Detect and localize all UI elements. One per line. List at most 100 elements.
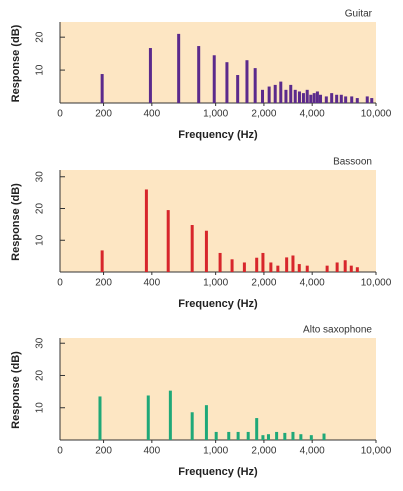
bar	[190, 412, 194, 440]
x-tick-label: 1,000	[203, 109, 228, 120]
bar	[246, 431, 250, 440]
bar	[197, 46, 201, 103]
bar	[266, 434, 270, 440]
bar	[355, 267, 359, 272]
bar	[285, 257, 289, 272]
bar	[291, 255, 295, 272]
bar	[253, 68, 257, 103]
bar	[319, 94, 323, 103]
bar	[236, 431, 240, 440]
y-axis-label: Response (dB)	[10, 24, 22, 102]
bar	[299, 434, 303, 440]
x-axis-label: Frequency (Hz)	[178, 298, 258, 310]
x-tick-label: 400	[143, 446, 160, 457]
bar	[177, 33, 181, 103]
bar	[236, 75, 240, 103]
bar	[350, 96, 354, 103]
panel-title: Guitar	[345, 9, 373, 20]
bar	[255, 418, 259, 440]
bar	[289, 84, 293, 103]
bar	[315, 91, 319, 103]
x-tick-label: 200	[95, 278, 112, 289]
bar	[355, 98, 359, 103]
bar	[261, 89, 265, 103]
bar	[275, 431, 279, 440]
bar	[370, 98, 374, 103]
y-tick-label: 30	[35, 337, 46, 349]
x-tick-label: 4,000	[300, 278, 325, 289]
panel-title: Alto saxophone	[303, 325, 372, 336]
bar	[269, 262, 273, 272]
bar	[276, 265, 280, 272]
x-tick-label: 400	[143, 278, 160, 289]
x-tick-label: 1,000	[203, 446, 228, 457]
x-tick-label: 10,000	[361, 446, 392, 457]
x-tick-label: 200	[95, 446, 112, 457]
bar	[330, 93, 334, 103]
bar	[284, 89, 288, 103]
x-origin-label: 0	[57, 446, 63, 457]
x-tick-label: 4,000	[300, 109, 325, 120]
bar	[273, 84, 277, 103]
bar	[166, 210, 170, 272]
y-tick-label: 10	[35, 402, 46, 414]
x-tick-label: 2,000	[251, 278, 276, 289]
bar	[339, 94, 343, 103]
y-tick-label: 20	[35, 369, 46, 381]
bar	[218, 252, 222, 272]
x-tick-label: 2,000	[251, 446, 276, 457]
bar	[261, 435, 265, 440]
y-tick-label: 10	[35, 64, 46, 76]
bar	[227, 431, 231, 440]
bar	[343, 260, 347, 272]
plot-area	[60, 170, 376, 272]
bar	[309, 435, 313, 440]
bar	[100, 250, 104, 272]
bar	[301, 93, 305, 103]
panel-title: Bassoon	[333, 157, 372, 168]
y-tick-label: 20	[35, 203, 46, 215]
bar	[344, 96, 348, 103]
bar	[293, 89, 297, 103]
bar	[279, 81, 283, 103]
y-axis-label: Response (dB)	[10, 351, 22, 429]
bar	[204, 230, 208, 272]
bar	[190, 225, 194, 272]
bar	[305, 265, 309, 272]
bar	[214, 431, 218, 440]
bar	[324, 96, 328, 103]
bar	[309, 94, 313, 103]
bar	[267, 86, 271, 103]
bar	[144, 189, 148, 272]
bar	[245, 60, 249, 103]
y-tick-label: 30	[35, 171, 46, 183]
bar	[168, 390, 172, 440]
plot-area	[60, 22, 376, 103]
x-axis-label: Frequency (Hz)	[178, 466, 258, 478]
x-tick-label: 10,000	[361, 278, 392, 289]
bar	[322, 433, 326, 440]
bar	[230, 259, 234, 272]
bar	[283, 432, 287, 440]
bar	[335, 262, 339, 272]
bar	[297, 264, 301, 272]
plot-area	[60, 338, 376, 440]
x-tick-label: 10,000	[361, 109, 392, 120]
bar	[255, 257, 259, 272]
bar	[242, 262, 246, 272]
x-tick-label: 400	[143, 109, 160, 120]
bar	[297, 91, 301, 103]
bar	[312, 93, 316, 103]
bar	[365, 96, 369, 103]
x-origin-label: 0	[57, 278, 63, 289]
x-origin-label: 0	[57, 109, 63, 120]
x-axis-label: Frequency (Hz)	[178, 129, 258, 141]
x-tick-label: 4,000	[300, 446, 325, 457]
bar	[305, 89, 309, 103]
bar	[212, 55, 216, 103]
bar	[98, 396, 102, 440]
bar	[325, 265, 329, 272]
bar	[261, 252, 265, 272]
y-tick-label: 20	[35, 31, 46, 43]
